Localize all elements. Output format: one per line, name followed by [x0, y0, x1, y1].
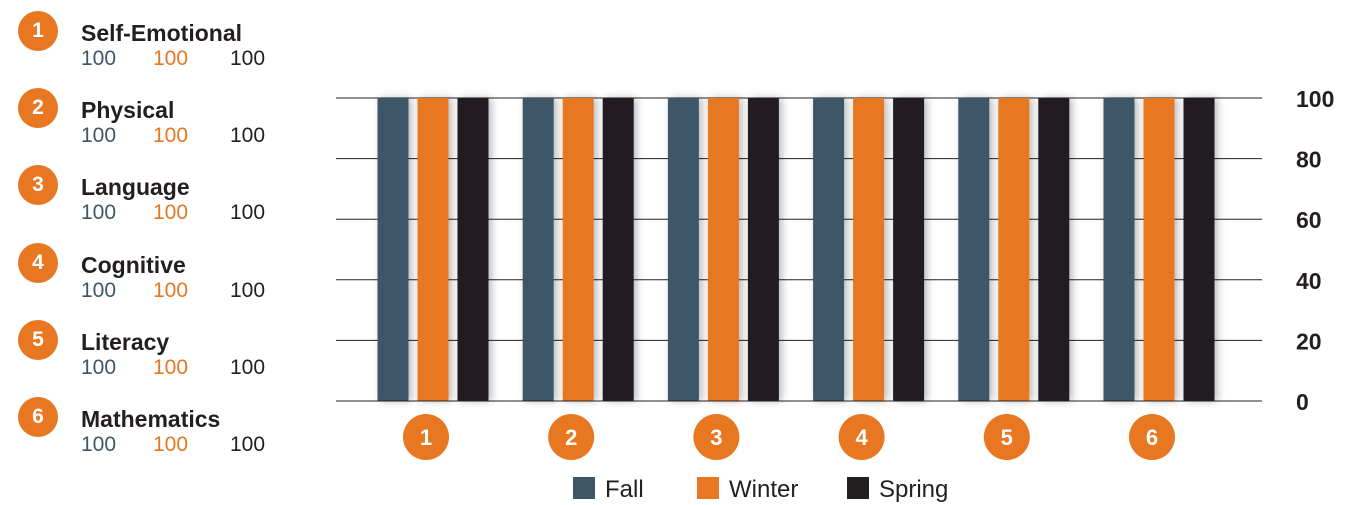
domain-name: Literacy [81, 329, 170, 355]
domain-number-badge: 3 [18, 165, 58, 205]
domain-winter-score: 100 [153, 201, 189, 224]
category-badge [838, 414, 885, 460]
domain-number-badge: 4 [18, 243, 58, 283]
bar-winter [998, 98, 1030, 401]
legend-label: Spring [879, 476, 948, 503]
domain-spring-score: 100 [230, 47, 266, 70]
domain-spring-score: 100 [230, 356, 266, 379]
domain-fall-score: 100 [81, 356, 117, 379]
domain-name: Physical [81, 97, 175, 123]
bar-fall [377, 98, 409, 401]
y-tick-label: 80 [1296, 147, 1322, 173]
category-badge [403, 414, 449, 460]
domain-spring-score: 100 [230, 201, 266, 224]
bar-fall [1103, 98, 1135, 401]
domain-legend-item: 2 Physical 100 100 100 [0, 88, 300, 166]
domain-fall-score: 100 [81, 47, 117, 70]
domain-number-badge: 6 [18, 397, 58, 437]
domain-fall-score: 100 [81, 124, 117, 147]
domain-spring-score: 100 [230, 124, 266, 147]
bar-winter [1143, 98, 1175, 401]
domain-fall-score: 100 [81, 433, 117, 456]
x-tick-label: 6 [1146, 425, 1158, 450]
domain-legend-item: 4 Cognitive 100 100 100 [0, 243, 300, 321]
legend-swatch-fall [573, 477, 595, 499]
domain-winter-score: 100 [153, 124, 189, 147]
bar-winter [707, 98, 739, 401]
y-tick-label: 100 [1296, 86, 1334, 112]
bar-spring [893, 98, 925, 401]
bar-fall [958, 98, 990, 401]
bar-winter [853, 98, 885, 401]
domain-winter-score: 100 [153, 279, 189, 302]
domain-name: Cognitive [81, 252, 186, 278]
bar-fall [813, 98, 845, 401]
domain-winter-score: 100 [153, 47, 189, 70]
category-badge [693, 414, 740, 460]
bar-fall [522, 98, 554, 401]
bar-fall [667, 98, 699, 401]
legend-label: Winter [729, 476, 798, 503]
domain-legend-item: 6 Mathematics 100 100 100 [0, 397, 300, 475]
domain-spring-score: 100 [230, 279, 266, 302]
bar-winter [562, 98, 594, 401]
domain-spring-score: 100 [230, 433, 266, 456]
bar-winter [417, 98, 449, 401]
x-tick-label: 4 [855, 425, 868, 450]
category-badge [548, 414, 595, 460]
domain-number-badge: 1 [18, 11, 58, 51]
x-tick-label: 5 [1001, 425, 1013, 450]
domain-name: Mathematics [81, 406, 221, 432]
bar-spring [602, 98, 634, 401]
x-tick-label: 1 [420, 425, 432, 450]
legend-swatch-spring [847, 477, 869, 499]
domain-number-badge: 2 [18, 88, 58, 128]
domain-fall-score: 100 [81, 201, 117, 224]
y-tick-label: 20 [1296, 328, 1322, 354]
bar-spring [457, 98, 489, 401]
legend-label: Fall [605, 476, 644, 503]
domain-winter-score: 100 [153, 433, 189, 456]
bar-spring [747, 98, 779, 401]
x-tick-label: 2 [565, 425, 577, 450]
domain-name: Self-Emotional [81, 20, 243, 46]
domain-winter-score: 100 [153, 356, 189, 379]
legend-swatch-winter [697, 477, 719, 499]
category-badge [983, 414, 1030, 460]
domain-fall-score: 100 [81, 279, 117, 302]
y-tick-label: 0 [1296, 389, 1309, 415]
bar-spring [1038, 98, 1070, 401]
x-tick-label: 3 [710, 425, 722, 450]
category-badge [1129, 414, 1175, 460]
domain-legend-panel: 1 Self-Emotional 100 100 100 2 Physical 100 100 1… [0, 0, 300, 505]
domain-legend-item: 1 Self-Emotional 100 100 100 [0, 11, 300, 89]
domain-legend-item: 5 Literacy 100 100 100 [0, 320, 300, 398]
domain-name: Language [81, 174, 190, 200]
domain-legend-item: 3 Language 100 100 100 [0, 165, 300, 243]
domain-number-badge: 5 [18, 320, 58, 360]
bar-spring [1183, 98, 1215, 401]
y-tick-label: 60 [1296, 207, 1322, 233]
y-tick-label: 40 [1296, 268, 1322, 294]
